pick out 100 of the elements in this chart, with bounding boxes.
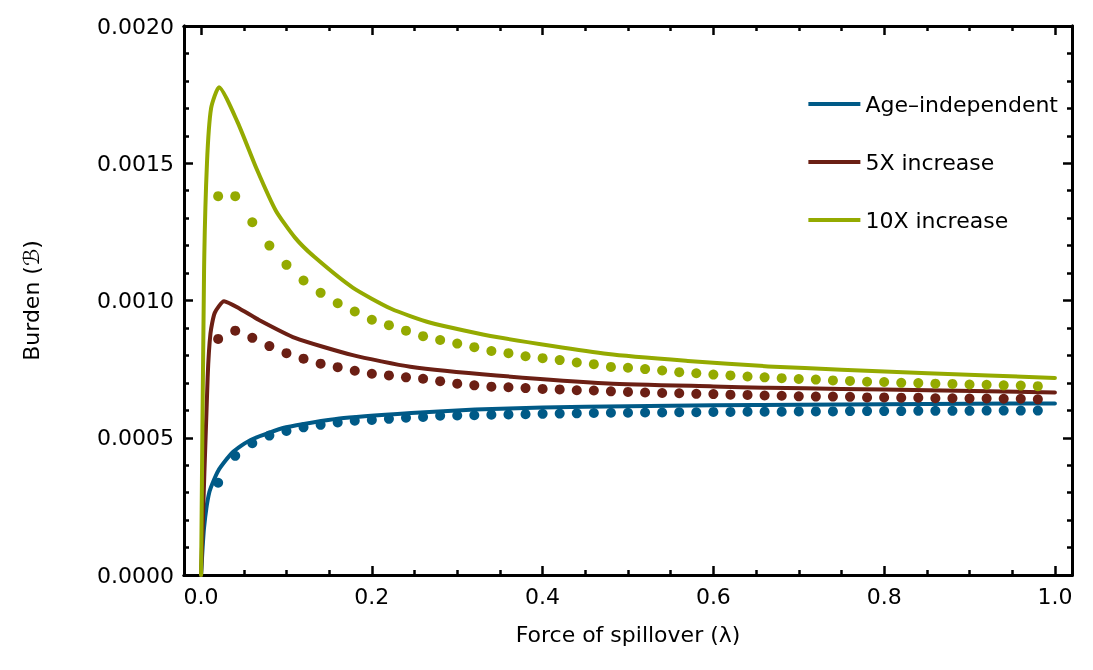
point — [571, 357, 582, 368]
point — [742, 389, 753, 400]
point — [947, 378, 958, 389]
point — [640, 387, 651, 398]
point — [896, 406, 907, 417]
point — [793, 374, 804, 384]
point — [708, 389, 719, 400]
point — [315, 287, 326, 298]
point — [366, 368, 377, 379]
point — [793, 406, 804, 417]
point — [264, 341, 275, 352]
point — [742, 406, 753, 417]
point — [486, 409, 497, 420]
point — [1015, 393, 1026, 404]
point — [554, 384, 565, 395]
point — [896, 377, 907, 388]
point — [742, 371, 753, 382]
point — [605, 386, 616, 397]
point — [605, 361, 616, 372]
point — [674, 388, 685, 399]
point — [657, 388, 668, 398]
point — [947, 405, 958, 416]
point — [588, 408, 599, 419]
point — [452, 338, 463, 349]
point — [520, 351, 531, 362]
point — [571, 408, 582, 419]
point — [230, 325, 241, 336]
point — [247, 332, 258, 343]
point — [776, 373, 787, 384]
x-tick-label: 0.8 — [866, 583, 902, 609]
point — [588, 385, 599, 396]
point — [486, 381, 497, 392]
point — [674, 367, 685, 378]
point — [827, 375, 838, 386]
point — [964, 393, 975, 404]
point — [913, 392, 924, 403]
point — [571, 385, 582, 396]
point — [623, 362, 633, 373]
point — [281, 259, 292, 270]
point — [862, 406, 873, 417]
point — [554, 355, 565, 366]
point — [725, 389, 736, 400]
point — [537, 408, 548, 419]
point — [366, 314, 377, 325]
point — [298, 422, 309, 433]
x-tick-label: 0.6 — [695, 583, 731, 609]
point — [845, 406, 855, 417]
point — [486, 346, 497, 357]
point — [708, 406, 719, 417]
point — [810, 391, 821, 402]
y-tick-label: 0.0020 — [97, 13, 174, 39]
point — [793, 391, 804, 402]
point — [827, 406, 838, 417]
point — [879, 392, 890, 403]
point — [623, 386, 633, 397]
point — [657, 407, 668, 418]
x-axis-title: Force of spillover (λ) — [515, 621, 741, 647]
point — [845, 391, 855, 402]
point — [281, 348, 292, 359]
point — [401, 325, 411, 336]
point — [383, 320, 394, 331]
point — [623, 407, 633, 418]
point — [349, 365, 360, 376]
point — [930, 405, 941, 416]
point — [247, 217, 258, 228]
x-tick-label: 0.2 — [354, 583, 390, 609]
legend-label: 10X increase — [865, 207, 1009, 233]
point — [503, 382, 514, 393]
point — [759, 372, 770, 383]
point — [418, 331, 429, 342]
y-tick-label: 0.0010 — [97, 288, 174, 313]
point — [264, 430, 275, 441]
point — [691, 368, 702, 379]
point — [810, 406, 821, 417]
point — [1032, 405, 1043, 416]
point — [640, 407, 651, 418]
point — [827, 391, 838, 402]
legend-label: 5X increase — [865, 149, 995, 175]
line-series — [199, 85, 1057, 577]
point — [435, 335, 446, 346]
point — [452, 378, 463, 389]
point — [879, 377, 890, 388]
point — [520, 383, 531, 394]
point — [520, 409, 531, 420]
point — [588, 359, 599, 370]
point — [913, 405, 924, 416]
point — [349, 306, 360, 317]
point — [213, 333, 224, 344]
x-tick-label: 0.0 — [183, 583, 219, 609]
point — [776, 390, 787, 401]
y-axis-title: Burden (ℬ) — [18, 240, 44, 361]
point — [435, 376, 446, 387]
point — [213, 477, 224, 488]
point — [332, 298, 343, 309]
point — [230, 450, 241, 461]
point — [691, 407, 702, 418]
point — [383, 370, 394, 381]
point — [776, 406, 787, 417]
point — [879, 406, 890, 417]
point — [469, 380, 480, 391]
